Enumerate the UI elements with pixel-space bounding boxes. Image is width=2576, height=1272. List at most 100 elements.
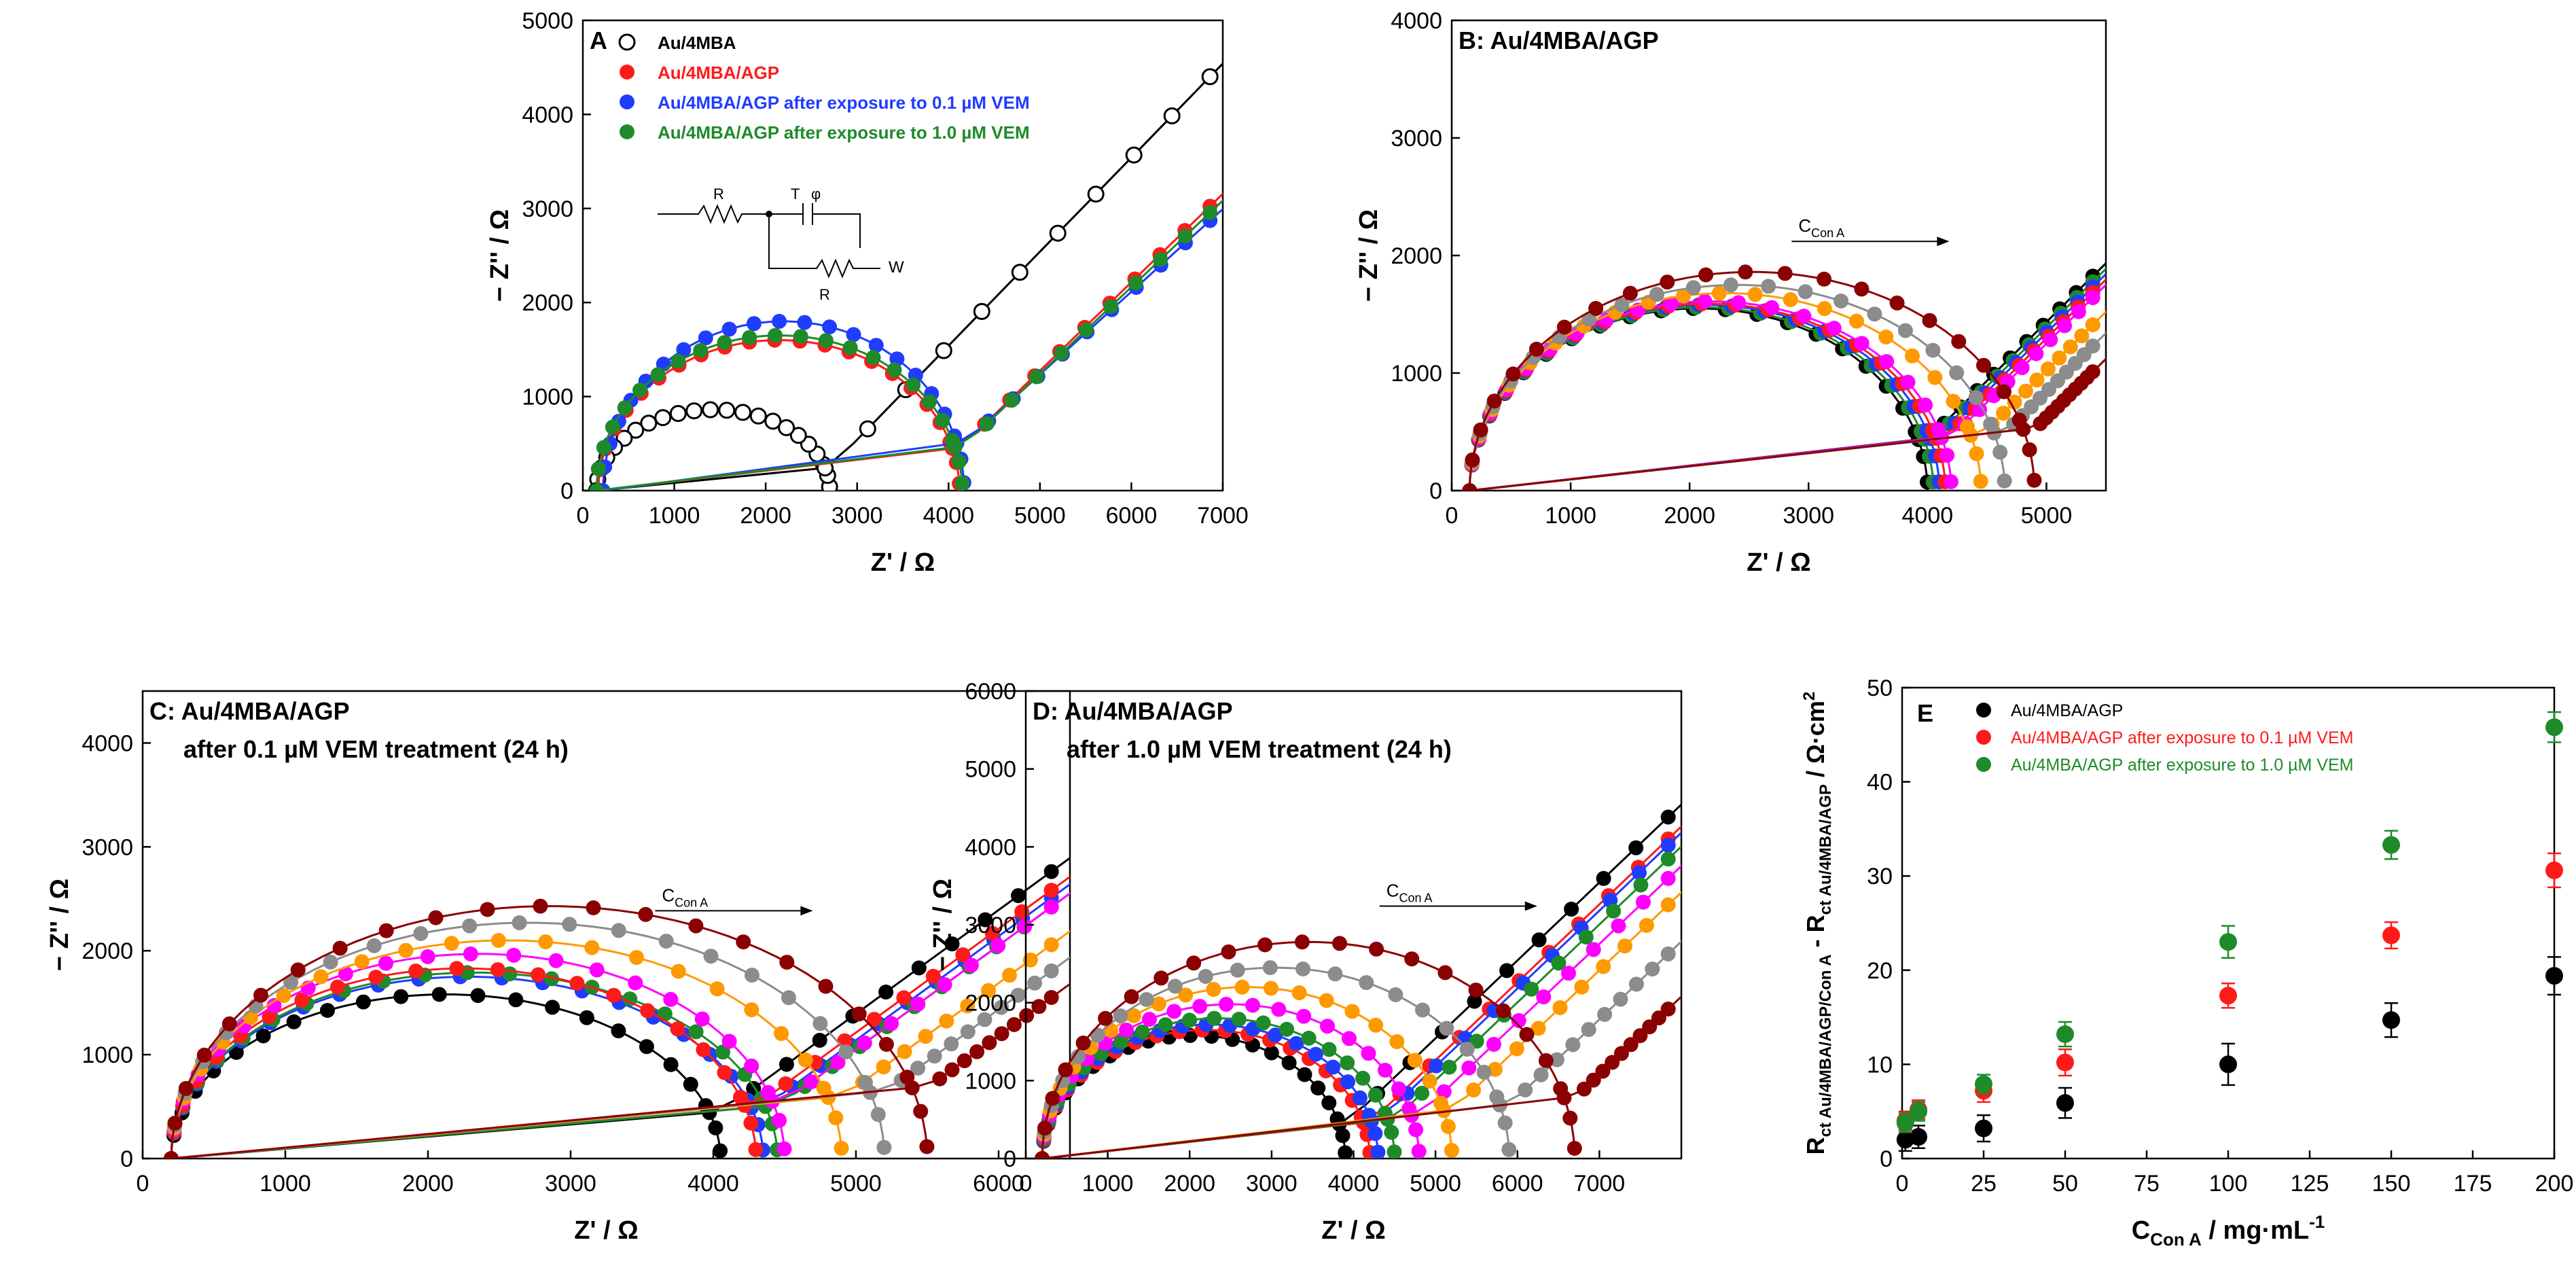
- data-point-gray: [781, 990, 796, 1006]
- data-point-darkred: [1651, 1010, 1666, 1026]
- x-tick-label: 5000: [830, 1171, 882, 1197]
- data-point-gray: [1867, 306, 1882, 322]
- data-point-red: [743, 1115, 759, 1131]
- data-point-orange: [1043, 937, 1059, 953]
- data-point-magenta: [804, 1074, 819, 1090]
- x-tick-label: 4000: [687, 1171, 739, 1197]
- panel-subtitle: after 0.1 µM VEM treatment (24 h): [183, 735, 569, 763]
- data-point-black: [611, 1023, 626, 1039]
- x-label-sup: -1: [2309, 1212, 2325, 1232]
- data-point-green: [1355, 1070, 1371, 1086]
- data-point-magenta: [1166, 1004, 1182, 1019]
- data-point-green: [589, 483, 605, 491]
- data-point-orange: [670, 964, 686, 979]
- data-point-green: [693, 342, 709, 358]
- data-point-orange: [1422, 1074, 1437, 1089]
- data-point-darkred: [586, 900, 601, 915]
- data-point-black: [1975, 1119, 1992, 1137]
- data-point-darkred: [1538, 1053, 1554, 1068]
- data-point-green: [1340, 1055, 1355, 1071]
- data-point-orange: [629, 950, 644, 966]
- data-point-blue: [822, 319, 838, 335]
- data-point-magenta: [1486, 1036, 1501, 1052]
- annotation-sub: Con A: [675, 896, 708, 909]
- data-point-black: [911, 960, 927, 976]
- data-point-green: [2382, 836, 2400, 854]
- data-point-magenta: [1411, 1144, 1427, 1159]
- data-point-magenta: [1192, 999, 1208, 1014]
- data-point-gray: [462, 918, 478, 934]
- data-point-gray: [1723, 277, 1738, 293]
- x-tick-label: 4000: [1902, 503, 1954, 529]
- data-point-darkred: [378, 923, 394, 938]
- data-point-orange: [2040, 361, 2056, 376]
- data-point-darkred: [932, 1071, 948, 1086]
- data-point-darkred: [818, 978, 834, 994]
- x-tick-label: 5000: [1410, 1171, 1461, 1197]
- data-point-blue: [721, 321, 737, 337]
- data-point-orange: [1783, 292, 1798, 307]
- data-point-darkred: [878, 1037, 894, 1052]
- data-point-orange: [1509, 1041, 1524, 1057]
- data-point-darkred: [688, 918, 704, 934]
- data-point-green: [1128, 275, 1143, 291]
- data-point-darkred: [1031, 999, 1047, 1014]
- data-point-magenta: [2014, 360, 2030, 376]
- data-point-black: [1467, 993, 1482, 1009]
- y-tick-label: 10: [1867, 1052, 1893, 1078]
- data-point-green: [1279, 1021, 1295, 1037]
- data-point-magenta: [1796, 308, 1812, 324]
- data-point-red: [531, 967, 546, 983]
- data-point-green: [922, 394, 937, 410]
- data-point-darkred: [1462, 483, 1478, 491]
- con-a-annotation: CCon A: [1387, 880, 1433, 904]
- data-point-black: [708, 1120, 723, 1135]
- data-point-black: [669, 405, 687, 422]
- circuit-label-phi: φ: [811, 186, 821, 202]
- legend-entry: Au/4MBA/AGP after exposure to 1.0 µM VEM: [658, 122, 1030, 143]
- data-point-orange: [444, 936, 459, 951]
- y-axis-label: − Z'' / Ω: [929, 879, 957, 971]
- data-point-black: [764, 412, 782, 430]
- data-point-gray: [1613, 991, 1628, 1007]
- legend-entry: Au/4MBA/AGP after exposure to 0.1 µM VEM: [2011, 728, 2353, 747]
- panel-label: A: [590, 26, 607, 54]
- data-point-darkred: [1586, 1072, 1601, 1088]
- y-axis-label: − Z'' / Ω: [1355, 209, 1383, 302]
- data-point-gray: [1415, 1002, 1430, 1018]
- data-point-blue: [1325, 1059, 1341, 1075]
- data-point-darkred: [904, 1080, 920, 1095]
- fit-line-darkred: [1041, 940, 1681, 1159]
- data-point-gray: [658, 934, 674, 949]
- data-point-black: [1049, 224, 1067, 242]
- data-point-orange: [1344, 1004, 1360, 1019]
- data-point-gray: [944, 1036, 959, 1052]
- data-point-orange: [2085, 317, 2100, 332]
- data-point-darkred: [1006, 1017, 1022, 1032]
- data-point-gray: [1497, 1115, 1513, 1131]
- data-point-green: [1206, 1010, 1222, 1026]
- data-point-orange: [2052, 350, 2067, 366]
- data-point-orange: [2018, 383, 2033, 399]
- x-tick-label: 7000: [1197, 503, 1249, 529]
- data-point-orange: [1206, 982, 1221, 997]
- y-label-part: 2: [1800, 692, 1819, 701]
- data-point-darkred: [428, 910, 444, 925]
- data-point-magenta: [266, 997, 282, 1013]
- data-point-black: [1043, 864, 1059, 879]
- data-point-black: [579, 1010, 594, 1025]
- data-point-darkred: [1473, 422, 1488, 438]
- data-point-magenta: [830, 1055, 846, 1070]
- data-point-green: [1414, 1085, 1430, 1101]
- legend-entry: Au/4MBA/AGP after exposure to 0.1 µM VEM: [658, 92, 1030, 113]
- data-point-red: [896, 990, 912, 1006]
- data-point-orange: [1440, 1118, 1456, 1134]
- data-point-black: [1125, 146, 1143, 164]
- data-point-green: [887, 362, 902, 378]
- data-point-gray: [910, 1061, 926, 1076]
- data-point-magenta: [628, 975, 643, 991]
- data-point-darkred: [1698, 267, 1714, 283]
- data-point-green: [768, 328, 783, 343]
- data-point-orange: [1407, 1053, 1423, 1068]
- panel-A: 0 1000 2000 3000 4000 5000 6000 7000 0 1000 2000 30…: [486, 8, 1249, 577]
